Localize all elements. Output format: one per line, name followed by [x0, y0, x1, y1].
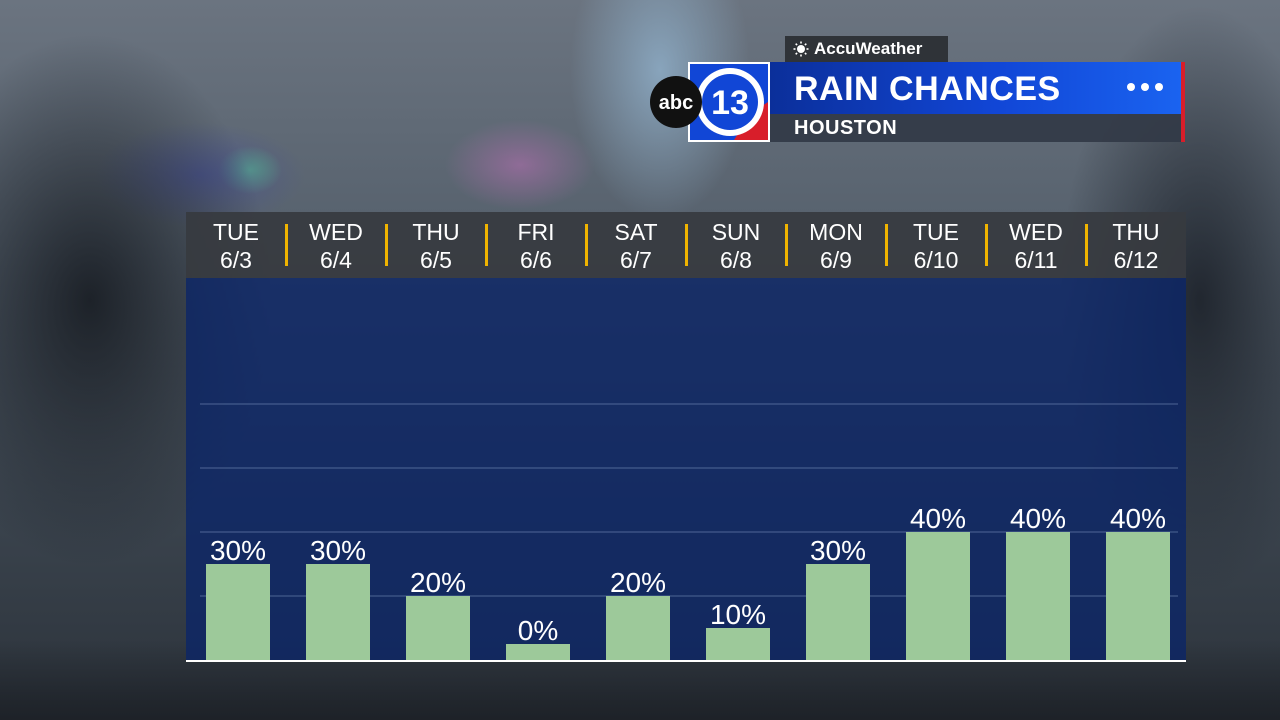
logo-number: 13 [711, 84, 749, 122]
day-separator [585, 224, 588, 266]
day-name: SUN [711, 219, 761, 245]
day-header-4: SAT 6/7 [586, 212, 686, 278]
day-name: THU [1112, 219, 1160, 245]
value-label-5: 10% [710, 599, 766, 630]
bar-3 [506, 644, 570, 660]
value-label-6: 30% [810, 535, 866, 566]
day-date: 6/11 [1014, 247, 1058, 273]
bar-4 [606, 596, 670, 660]
day-date: 6/5 [420, 247, 452, 273]
day-header-2: THU 6/5 [386, 212, 486, 278]
sponsor-label: AccuWeather [814, 39, 923, 58]
sun-icon [793, 41, 809, 57]
day-date: 6/12 [1113, 247, 1159, 273]
chart-plot-area: 30% 30% 20% 0% 20% 10% 30% 40% 40% 40% [186, 278, 1186, 662]
day-name: SAT [614, 219, 658, 245]
value-label-8: 40% [1010, 503, 1066, 534]
day-date: 6/6 [520, 247, 552, 273]
day-separator [285, 224, 288, 266]
day-name: WED [309, 219, 363, 245]
day-name: FRI [517, 219, 555, 245]
day-date: 6/9 [820, 247, 852, 273]
day-name: MON [809, 219, 863, 245]
page-title: RAIN CHANCES [794, 70, 1061, 108]
day-separator [785, 224, 788, 266]
value-label-2: 20% [410, 567, 466, 598]
x-axis-baseline [186, 660, 1186, 662]
day-date: 6/4 [320, 247, 352, 273]
day-date: 6/3 [220, 247, 252, 273]
day-header-0: TUE 6/3 [186, 212, 286, 278]
title-bar: RAIN CHANCES [770, 62, 1185, 114]
day-name: WED [1009, 219, 1063, 245]
day-date: 6/7 [620, 247, 652, 273]
location-subtitle: HOUSTON [794, 117, 898, 139]
day-date: 6/8 [720, 247, 752, 273]
day-separator [985, 224, 988, 266]
bar-2 [406, 596, 470, 660]
day-separator [1085, 224, 1088, 266]
rain-chance-chart: 30% 30% 20% 0% 20% 10% 30% 40% 40% 40% [186, 403, 1186, 662]
subtitle-bar: HOUSTON [770, 114, 1185, 142]
bar-6 [806, 564, 870, 660]
day-name: TUE [913, 219, 959, 245]
day-header-strip: TUE 6/3 WED 6/4 THU 6/5 FRI 6/6 SAT 6/7 SUN 6/8 MON 6… [186, 212, 1186, 278]
value-label-7: 40% [910, 503, 966, 534]
day-name: THU [412, 219, 460, 245]
day-separator [485, 224, 488, 266]
value-label-4: 20% [610, 567, 666, 598]
value-label-9: 40% [1110, 503, 1166, 534]
day-separator [385, 224, 388, 266]
day-header-9: THU 6/12 [1086, 212, 1186, 278]
value-label-1: 30% [310, 535, 366, 566]
day-header-6: MON 6/9 [786, 212, 886, 278]
bar-0 [206, 564, 270, 660]
bar-7 [906, 532, 970, 660]
accuweather-badge: AccuWeather [785, 36, 948, 62]
day-header-8: WED 6/11 [986, 212, 1086, 278]
day-separator [685, 224, 688, 266]
day-date: 6/10 [913, 247, 959, 273]
value-label-0: 30% [210, 535, 266, 566]
day-header-1: WED 6/4 [286, 212, 386, 278]
day-header-5: SUN 6/8 [686, 212, 786, 278]
bar-5 [706, 628, 770, 660]
bar-1 [306, 564, 370, 660]
bar-9 [1106, 532, 1170, 660]
more-dots-icon [1127, 83, 1163, 91]
abc13-logo: 13 abc [650, 62, 770, 142]
bar-8 [1006, 532, 1070, 660]
day-separator [885, 224, 888, 266]
day-header-3: FRI 6/6 [486, 212, 586, 278]
day-header-7: TUE 6/10 [886, 212, 986, 278]
logo-abc: abc [659, 92, 693, 114]
value-label-3: 0% [518, 615, 558, 646]
day-name: TUE [213, 219, 259, 245]
